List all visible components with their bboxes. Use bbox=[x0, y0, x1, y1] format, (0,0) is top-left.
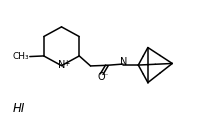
Text: N: N bbox=[58, 60, 65, 70]
Text: O: O bbox=[97, 72, 105, 82]
Text: ⁻: ⁻ bbox=[103, 71, 107, 80]
Text: N: N bbox=[119, 56, 126, 66]
Text: +: + bbox=[62, 59, 69, 68]
Text: CH₃: CH₃ bbox=[12, 52, 29, 61]
Text: HI: HI bbox=[12, 102, 24, 115]
